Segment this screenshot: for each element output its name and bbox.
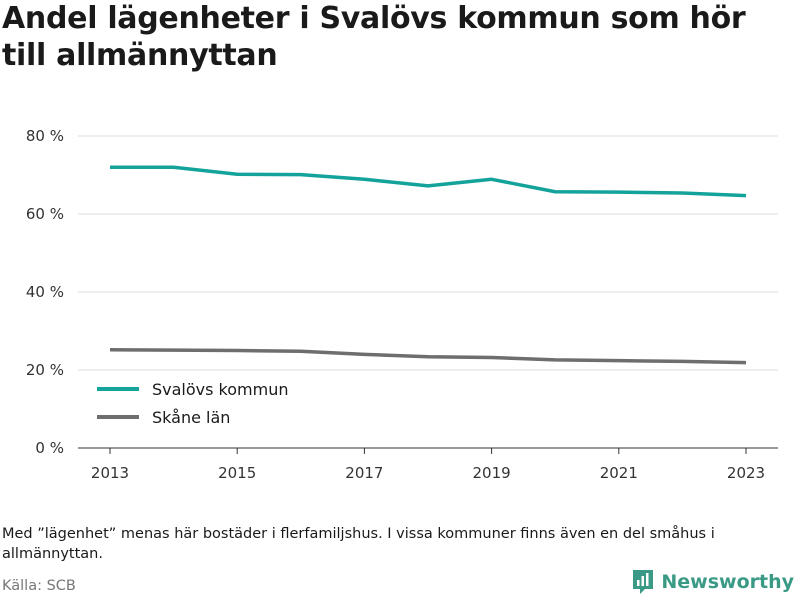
x-tick-label: 2013 — [91, 464, 129, 482]
series-lines — [109, 165, 747, 365]
x-tick-label: 2023 — [727, 464, 765, 482]
footnote: Med ”lägenhet” menas här bostäder i fler… — [2, 526, 715, 562]
x-tick-label: 2015 — [218, 464, 256, 482]
legend: Svalövs kommun Skåne län — [97, 380, 289, 427]
x-tick-label: 2021 — [600, 464, 638, 482]
brand-link[interactable]: Newsworthy — [631, 568, 794, 596]
y-axis-ticks: 0 % 20 % 40 % 60 % 80 % — [26, 127, 64, 457]
gridlines — [78, 135, 778, 371]
x-axis-ticks: 2013 2015 2017 2019 2021 2023 — [91, 448, 765, 482]
series-line-2 — [109, 347, 747, 365]
chart-title: Andel lägenheter i Svalövs kommun som hö… — [2, 1, 746, 73]
series-line-1 — [110, 165, 747, 198]
line-chart: 0 % 20 % 40 % 60 % 80 % 2013 2015 2017 2019 2021… — [26, 127, 778, 482]
y-tick-label: 20 % — [26, 361, 64, 379]
brand-name: Newsworthy — [661, 571, 794, 593]
x-tick-label: 2019 — [473, 464, 511, 482]
newsworthy-logo-icon — [633, 570, 654, 594]
legend-label: Svalövs kommun — [152, 380, 289, 399]
x-tick-label: 2017 — [345, 464, 383, 482]
y-tick-label: 60 % — [26, 205, 64, 223]
y-tick-label: 0 % — [35, 439, 64, 457]
y-tick-label: 40 % — [26, 283, 64, 301]
source-label: Källa: SCB — [2, 578, 76, 594]
legend-label: Skåne län — [152, 408, 230, 427]
y-tick-label: 80 % — [26, 127, 64, 145]
